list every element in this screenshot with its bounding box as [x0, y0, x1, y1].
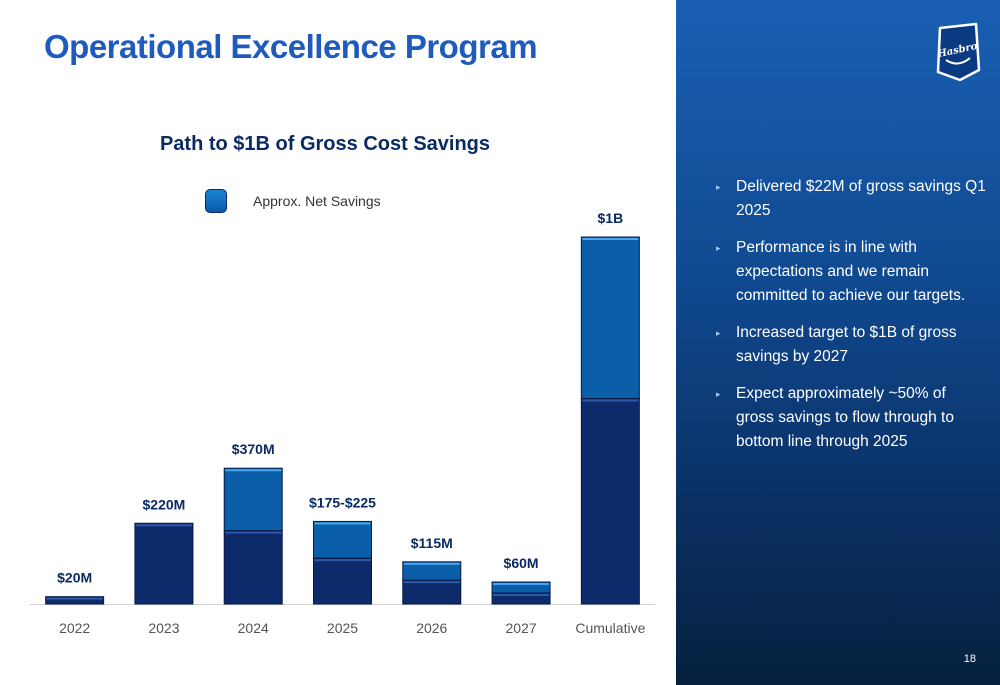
- bullet-marker-icon: ▸: [716, 243, 721, 253]
- bar-highlight: [225, 531, 282, 534]
- bullet-text: Performance is in line with expectations…: [736, 239, 966, 304]
- bar-highlight: [493, 582, 550, 585]
- data-label: $115M: [411, 535, 453, 551]
- page-number: 18: [963, 653, 976, 665]
- bar-gross-segment: [580, 397, 640, 605]
- x-tick-label: Cumulative: [575, 620, 645, 636]
- bar-highlight: [403, 581, 460, 584]
- data-label: $370M: [232, 441, 275, 457]
- hasbro-logo: Hasbro: [936, 22, 981, 82]
- bar-highlight: [403, 562, 460, 565]
- page-title: Operational Excellence Program: [44, 28, 538, 65]
- data-label: $1B: [598, 210, 624, 226]
- legend-swatch: [205, 189, 227, 213]
- bullet-marker-icon: ▸: [716, 328, 721, 338]
- bar-chart: $20M 2022 $220M 2023 $370M 2024 $175-$225 2025 $…: [30, 210, 655, 636]
- x-tick-label: 2024: [238, 620, 269, 636]
- bar-net-segment: [580, 236, 640, 399]
- bar-highlight: [314, 522, 371, 525]
- bullet-item: ▸ Expect approximately ~50% of gross savi…: [716, 382, 986, 454]
- bar-highlight: [582, 399, 639, 402]
- bar-net-segment: [313, 520, 372, 559]
- x-tick-label: 2027: [505, 620, 536, 636]
- bar-gross-segment: [402, 579, 462, 605]
- bullet-item: ▸ Delivered $22M of gross savings Q1 2025: [716, 175, 986, 223]
- bar-net-segment: [491, 581, 551, 594]
- bar-gross-segment: [313, 557, 372, 605]
- bullet-marker-icon: ▸: [716, 389, 721, 399]
- bar-highlight: [225, 469, 282, 472]
- legend-label: Approx. Net Savings: [253, 193, 381, 209]
- bullet-marker-icon: ▸: [716, 182, 721, 192]
- bullet-list: ▸ Delivered $22M of gross savings Q1 2025…: [716, 175, 986, 467]
- data-label: $220M: [143, 496, 186, 512]
- chart-legend: Approx. Net Savings: [205, 189, 381, 213]
- x-tick-label: 2026: [416, 620, 447, 636]
- bullet-item: ▸ Performance is in line with expectation…: [716, 236, 986, 308]
- right-panel: Hasbro ▸ Delivered $22M of gross savings …: [676, 0, 1000, 685]
- bullet-text: Delivered $22M of gross savings Q1 2025: [736, 178, 986, 219]
- bar-highlight: [314, 559, 371, 562]
- bar-gross-segment: [45, 596, 105, 605]
- bar-highlight: [135, 524, 192, 527]
- bar-net-segment: [223, 467, 283, 532]
- bar-gross-segment: [134, 522, 194, 605]
- data-label: $175-$225: [309, 494, 376, 510]
- chart-title: Path to $1B of Gross Cost Savings: [159, 133, 491, 155]
- bar-gross-segment: [223, 530, 283, 605]
- data-label: $20M: [57, 570, 92, 586]
- bar-highlight: [493, 593, 550, 596]
- bullet-text: Increased target to $1B of gross savings…: [736, 324, 957, 365]
- bullet-text: Expect approximately ~50% of gross savin…: [736, 385, 954, 450]
- bar-highlight: [46, 597, 103, 600]
- x-tick-label: 2023: [148, 620, 179, 636]
- x-tick-label: 2022: [59, 620, 90, 636]
- data-label: $60M: [504, 555, 539, 571]
- bar-highlight: [582, 238, 639, 240]
- bullet-item: ▸ Increased target to $1B of gross saving…: [716, 321, 986, 369]
- bar-net-segment: [402, 561, 462, 581]
- x-tick-label: 2025: [327, 620, 358, 636]
